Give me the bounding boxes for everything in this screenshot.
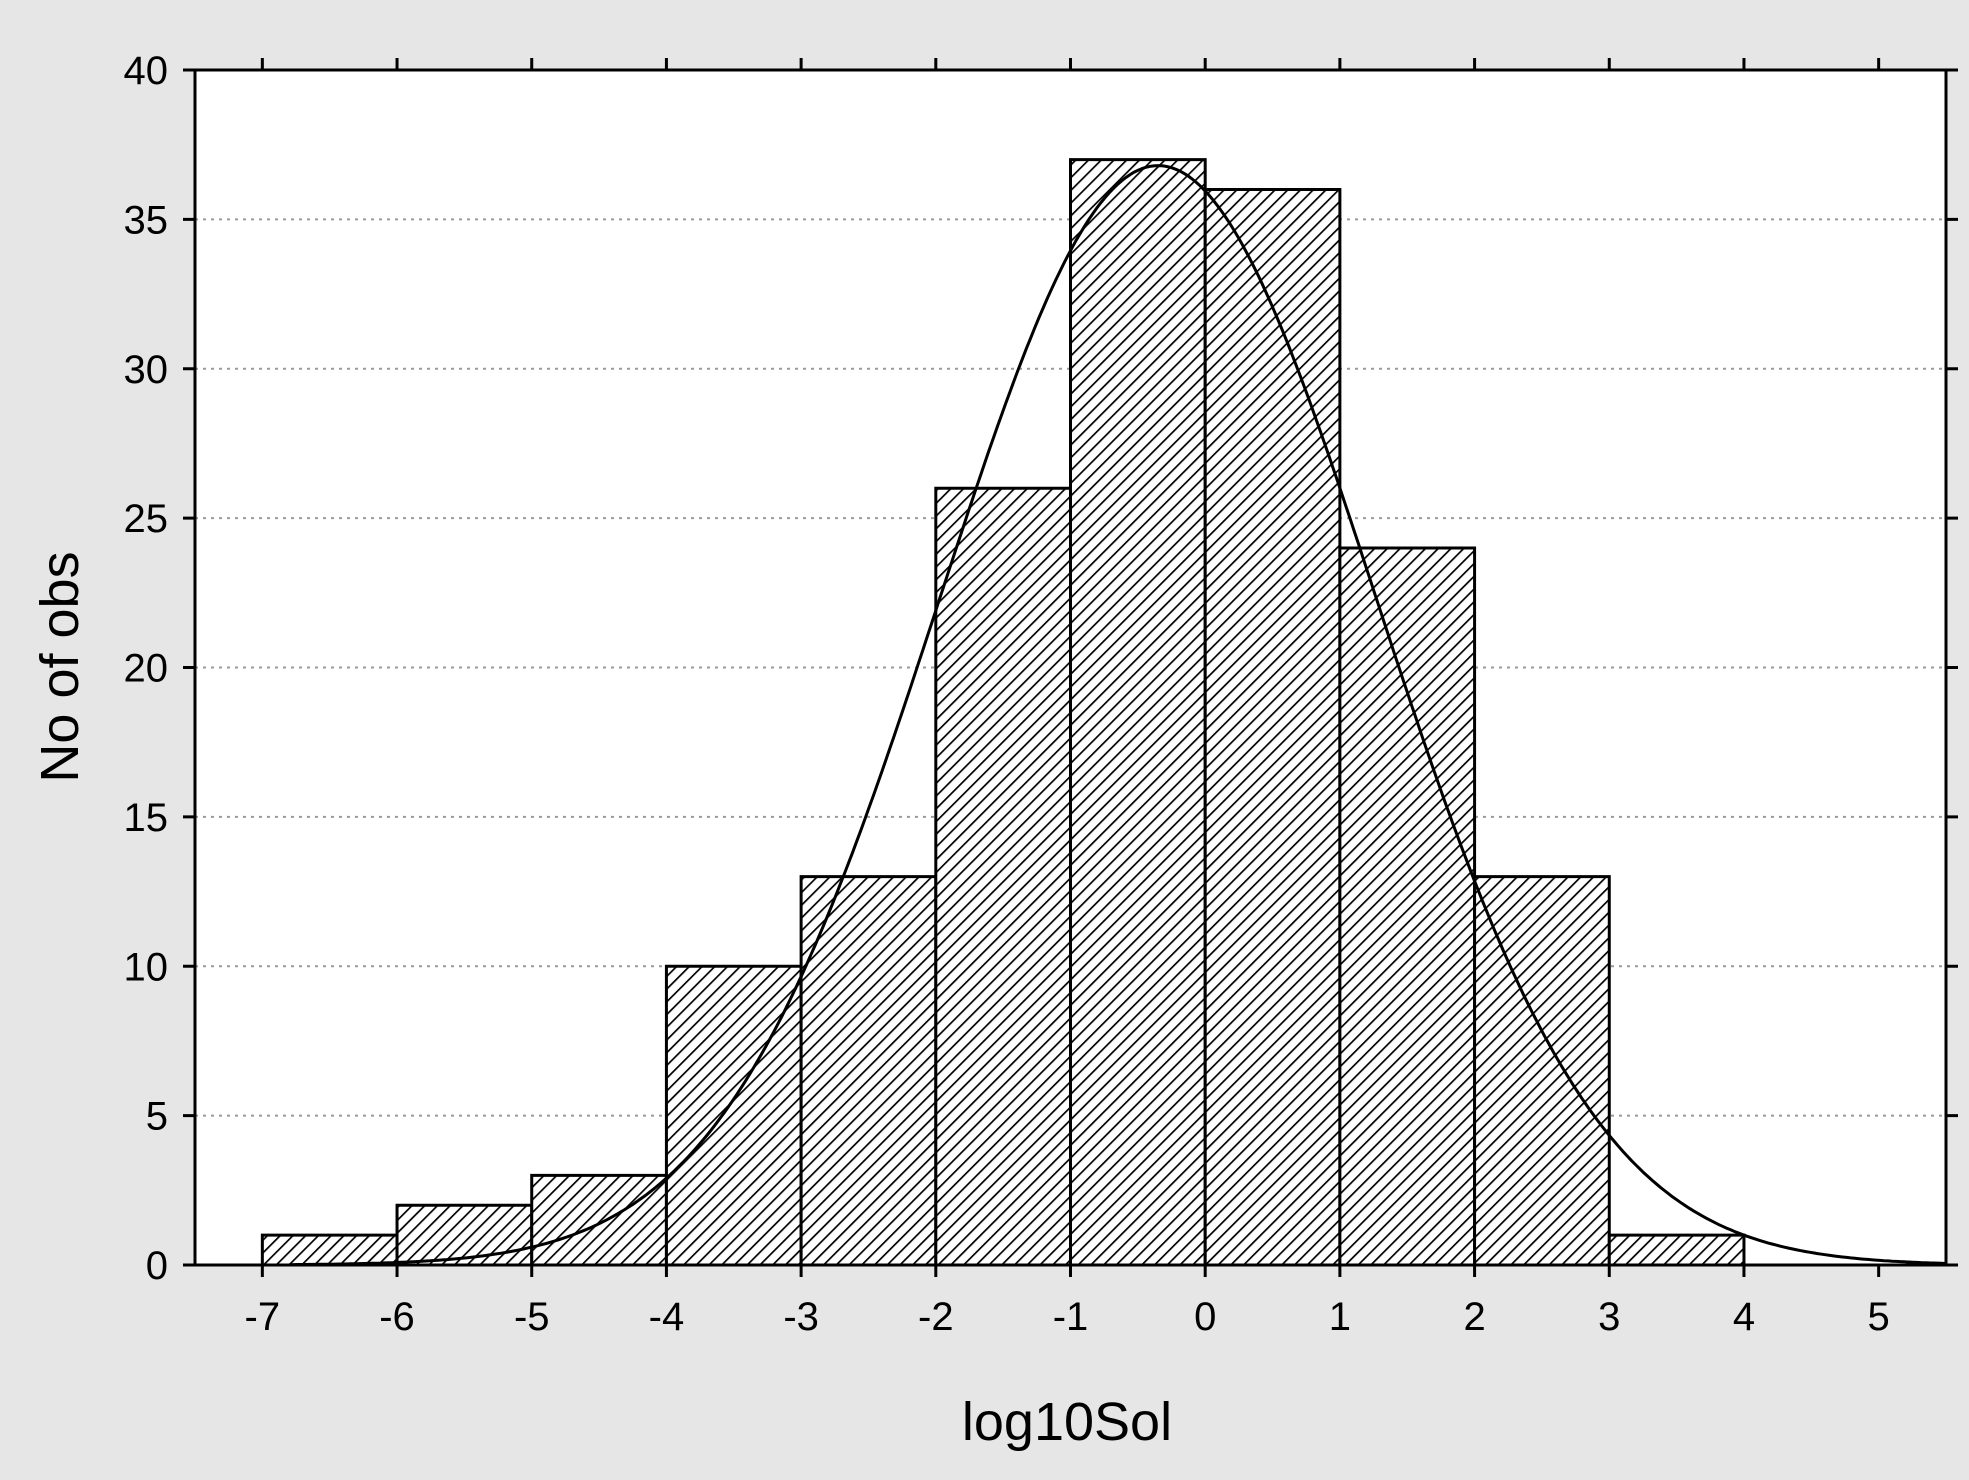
axis-ticks bbox=[183, 58, 1958, 1277]
x-tick-label: 3 bbox=[1598, 1295, 1620, 1339]
x-tick-label: -6 bbox=[379, 1295, 415, 1339]
y-tick-label: 35 bbox=[124, 198, 169, 242]
x-tick-label: -1 bbox=[1053, 1295, 1089, 1339]
y-tick-label: 10 bbox=[124, 945, 169, 989]
x-tick-label: -7 bbox=[245, 1295, 281, 1339]
histogram-bar bbox=[664, 964, 803, 1267]
y-tick-label: 0 bbox=[146, 1244, 168, 1288]
x-tick-label: -5 bbox=[514, 1295, 550, 1339]
y-axis-label: No of obs bbox=[30, 551, 90, 782]
x-tick-label: 2 bbox=[1463, 1295, 1485, 1339]
x-tick-label: -3 bbox=[783, 1295, 819, 1339]
x-tick-label: 5 bbox=[1868, 1295, 1890, 1339]
histogram-bar bbox=[530, 1173, 668, 1267]
histogram-bar bbox=[1338, 546, 1477, 1267]
histogram-bar bbox=[1203, 188, 1342, 1267]
histogram-bar bbox=[799, 875, 938, 1267]
x-tick-label: 0 bbox=[1194, 1295, 1216, 1339]
x-axis-label: log10Sol bbox=[962, 1392, 1172, 1452]
y-tick-label: 25 bbox=[124, 497, 169, 541]
histogram-bar bbox=[260, 1233, 399, 1267]
histogram-bars bbox=[260, 158, 1746, 1267]
x-tick-label: 1 bbox=[1329, 1295, 1351, 1339]
histogram-bar bbox=[395, 1203, 534, 1267]
y-tick-label: 5 bbox=[146, 1095, 168, 1139]
normal-fit-curve bbox=[289, 164, 1947, 1267]
x-tick-label: 4 bbox=[1733, 1295, 1755, 1339]
x-tick-labels: -7 -6 -5 -4 -3 -2 -1 0 1 2 3 4 5 bbox=[245, 1295, 1890, 1339]
histogram-bar bbox=[1069, 158, 1207, 1267]
x-tick-label: -4 bbox=[649, 1295, 685, 1339]
y-tick-label: 30 bbox=[124, 348, 169, 392]
histogram-bar bbox=[934, 486, 1072, 1267]
y-tick-label: 20 bbox=[124, 647, 169, 691]
y-tick-label: 15 bbox=[124, 796, 169, 840]
histogram-bar bbox=[1473, 875, 1611, 1267]
y-tick-labels: 0 5 10 15 20 25 30 35 40 bbox=[124, 49, 169, 1288]
y-tick-label: 40 bbox=[124, 49, 169, 93]
histogram-bar bbox=[1607, 1233, 1746, 1267]
x-tick-label: -2 bbox=[918, 1295, 954, 1339]
